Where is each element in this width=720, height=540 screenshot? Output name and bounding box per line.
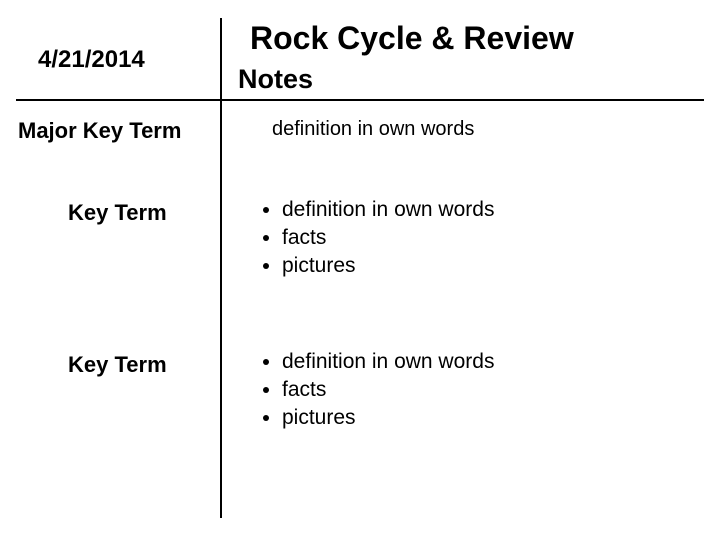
major-term-definition: definition in own words [272, 118, 474, 141]
list-item: definition in own words [282, 350, 494, 374]
key-term-label: Key Term [68, 352, 167, 378]
list-item: facts [282, 226, 494, 250]
horizontal-divider [16, 99, 704, 101]
key-term-bullets: definition in own words facts pictures [282, 198, 494, 282]
list-item: pictures [282, 406, 494, 430]
key-term-label: Key Term [68, 200, 167, 226]
page-title: Rock Cycle & Review [250, 20, 574, 57]
major-term-label: Major Key Term [18, 118, 181, 144]
list-item: facts [282, 378, 494, 402]
list-item: definition in own words [282, 198, 494, 222]
key-term-bullets: definition in own words facts pictures [282, 350, 494, 434]
notes-page: 4/21/2014 Rock Cycle & Review Notes Majo… [0, 0, 720, 540]
date-text: 4/21/2014 [38, 46, 145, 74]
header-row: 4/21/2014 Rock Cycle & Review Notes [0, 20, 720, 95]
page-subtitle: Notes [238, 64, 313, 95]
list-item: pictures [282, 254, 494, 278]
